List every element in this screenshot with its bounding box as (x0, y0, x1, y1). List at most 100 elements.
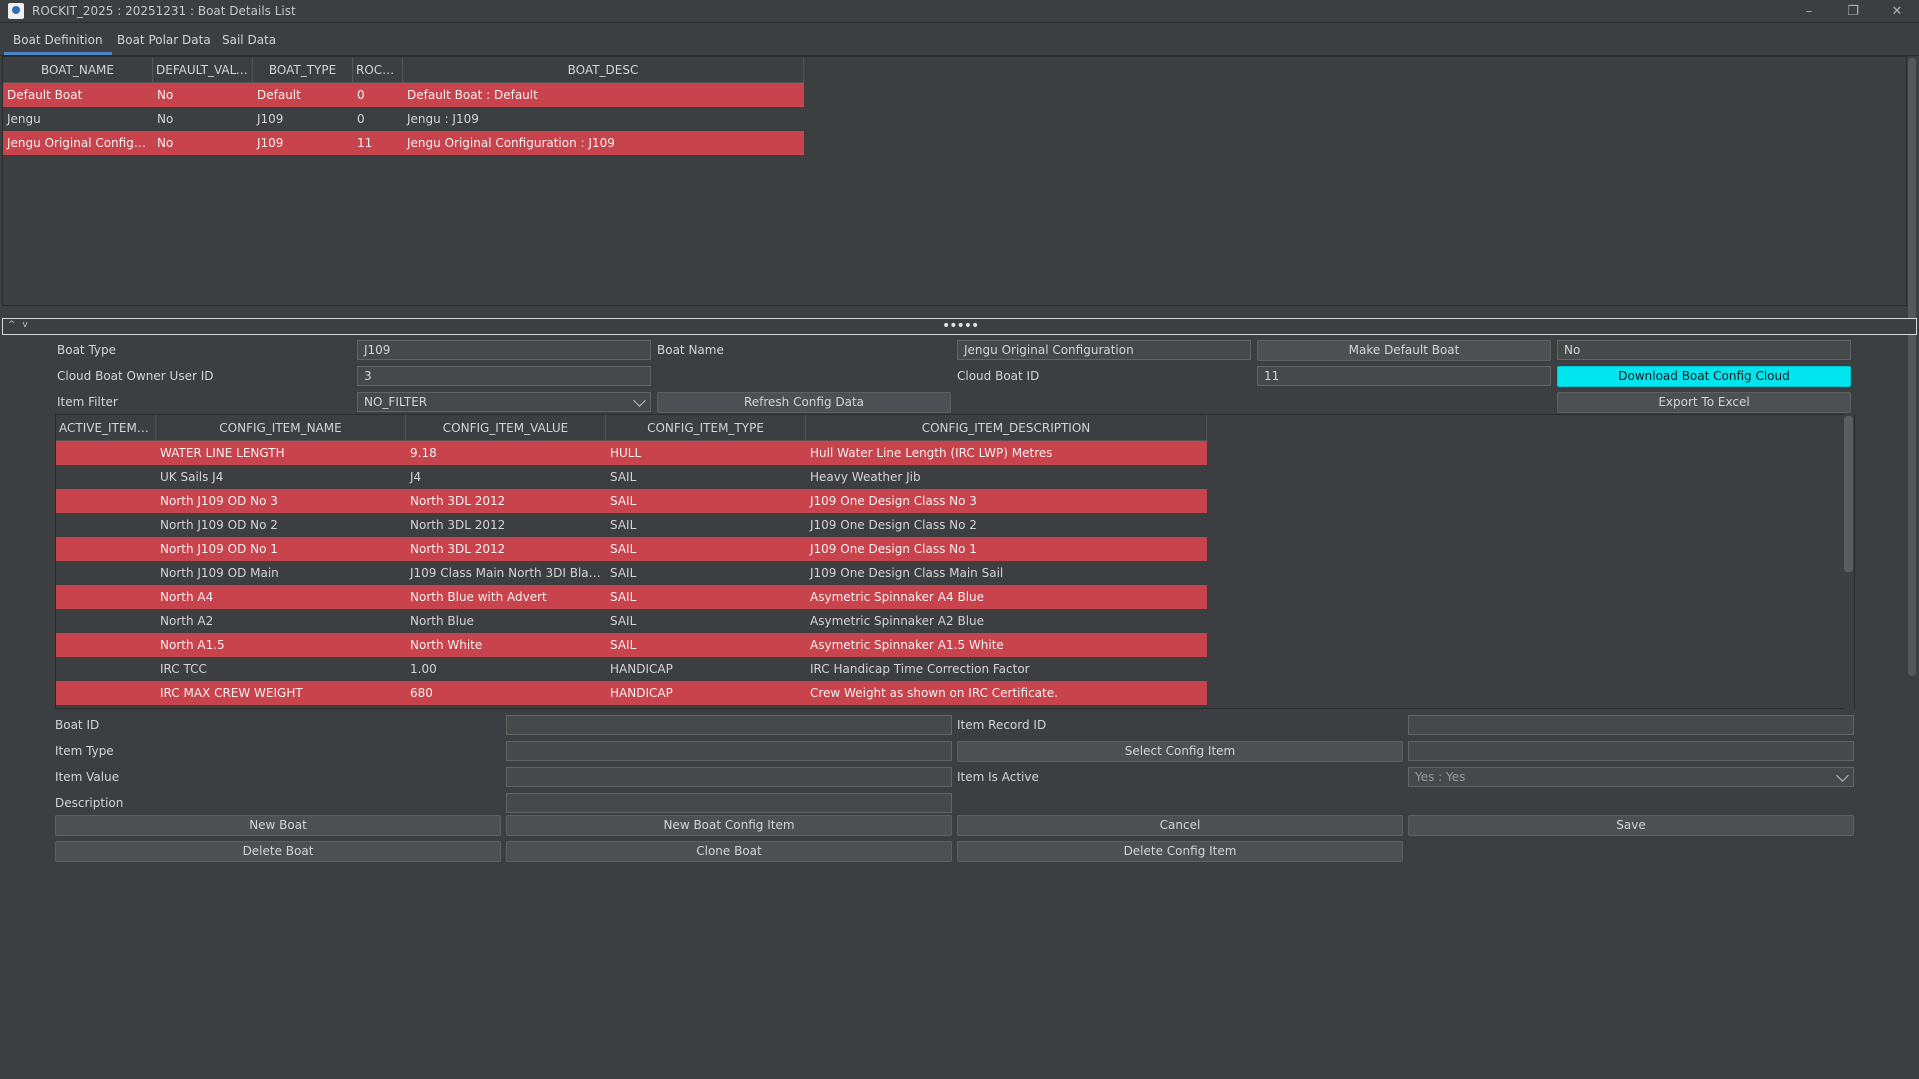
config-scrollbar-thumb[interactable] (1844, 416, 1853, 572)
item-value-field[interactable] (506, 767, 952, 787)
col-default-value[interactable]: DEFAULT_VALU... (153, 57, 253, 83)
export-excel-button[interactable]: Export To Excel (1557, 392, 1851, 413)
table-cell: Default Boat : Default (407, 88, 538, 102)
config-row[interactable]: North A2 North Blue SAIL Asymetric Spinnake… (56, 609, 1207, 633)
description-field[interactable] (506, 793, 952, 813)
table-cell: J109 One Design Class Main Sail (810, 566, 1004, 580)
boat-type-field[interactable]: J109 (357, 340, 651, 360)
col-config-item-description[interactable]: CONFIG_ITEM_DESCRIPTION (806, 415, 1207, 441)
config-row[interactable]: North A4 North Blue with Advert SAIL Asymet… (56, 585, 1207, 609)
config-table: ACTIVE_ITEM_F... CONFIG_ITEM_NAME CONFIG… (55, 414, 1855, 709)
item-type-label: Item Type (55, 744, 114, 758)
tab-bar (0, 23, 1919, 56)
config-row[interactable]: North J109 OD No 1 North 3DL 2012 SAIL J109… (56, 537, 1207, 561)
table-cell: North J109 OD No 2 (160, 518, 278, 532)
boat-row[interactable]: Jengu Original Configura... No J109 11 Jengu… (3, 131, 804, 155)
table-cell (56, 441, 156, 465)
delete-config-item-button[interactable]: Delete Config Item (957, 841, 1403, 862)
table-cell: SAIL (610, 614, 637, 628)
refresh-config-button[interactable]: Refresh Config Data (657, 392, 951, 413)
chevron-down-icon[interactable] (1836, 769, 1849, 782)
minimize-icon[interactable]: – (1805, 4, 1813, 19)
tab-boat-definition[interactable]: Boat Definition (4, 29, 112, 55)
table-cell: J109 One Design Class No 1 (810, 542, 977, 556)
col-boat-type[interactable]: BOAT_TYPE (253, 57, 353, 83)
table-cell: 11 (357, 136, 373, 150)
cloud-boat-id-field[interactable]: 11 (1257, 366, 1551, 386)
config-row[interactable]: North J109 OD No 3 North 3DL 2012 SAIL J109… (56, 489, 1207, 513)
new-boat-button[interactable]: New Boat (55, 815, 501, 836)
table-cell: HULL (610, 446, 642, 460)
table-cell: WATER LINE LENGTH (160, 446, 285, 460)
table-cell: HANDICAP (610, 686, 673, 700)
table-cell: 680 (410, 686, 433, 700)
tab-boat-polar-data[interactable]: Boat Polar Data (117, 33, 211, 47)
config-row[interactable]: North A1.5 North White SAIL Asymetric Spinn… (56, 633, 1207, 657)
col-boat-desc[interactable]: BOAT_DESC (403, 57, 804, 83)
make-default-boat-button[interactable]: Make Default Boat (1257, 340, 1551, 361)
splitter-grip-icon[interactable]: ••••• (942, 318, 979, 334)
config-row[interactable]: IRC TCC 1.00 HANDICAP IRC Handicap Time Cor… (56, 657, 1207, 681)
table-cell (56, 465, 156, 489)
splitter[interactable] (2, 318, 1917, 335)
config-row[interactable]: North J109 OD Main J109 Class Main North … (56, 561, 1207, 585)
new-boat-config-item-button[interactable]: New Boat Config Item (506, 815, 952, 836)
table-cell: Jengu (7, 112, 41, 126)
tab-sail-data[interactable]: Sail Data (222, 33, 277, 47)
boat-row[interactable]: Jengu No J109 0 Jengu : J109 (3, 107, 804, 131)
table-cell (56, 489, 156, 513)
boats-table: BOAT_NAME DEFAULT_VALU... BOAT_TYPE ROCK… (2, 56, 1907, 306)
config-table-body: WATER LINE LENGTH 9.18 HULL Hull Water Line… (56, 441, 1854, 705)
table-cell: Default Boat (7, 88, 83, 102)
item-filter-label: Item Filter (57, 395, 118, 409)
save-button[interactable]: Save (1408, 815, 1854, 836)
select-config-item-button[interactable]: Select Config Item (957, 741, 1403, 762)
table-cell: J109 One Design Class No 3 (810, 494, 977, 508)
top-scrollbar-thumb[interactable] (1908, 58, 1916, 676)
config-row[interactable]: UK Sails J4 J4 SAIL Heavy Weather Jib (56, 465, 1207, 489)
chevron-down-icon[interactable] (633, 394, 646, 407)
item-record-id-field[interactable] (1408, 715, 1854, 735)
table-cell: North A1.5 (160, 638, 225, 652)
description-label: Description (55, 796, 124, 810)
item-type-field[interactable] (506, 741, 952, 761)
table-cell: J109 Class Main North 3DI Black 2015 (410, 566, 606, 580)
table-cell: North 3DL 2012 (410, 542, 506, 556)
selected-config-item-field[interactable] (1408, 741, 1854, 761)
restore-icon[interactable]: ❐ (1847, 4, 1859, 19)
boat-row[interactable]: Default Boat No Default 0 Default Boat : Def… (3, 83, 804, 107)
col-boat-name[interactable]: BOAT_NAME (3, 57, 153, 83)
owner-id-field[interactable]: 3 (357, 366, 651, 386)
close-icon[interactable]: ✕ (1891, 4, 1903, 19)
owner-id-label: Cloud Boat Owner User ID (57, 369, 214, 383)
table-cell (56, 657, 156, 681)
config-row[interactable]: WATER LINE LENGTH 9.18 HULL Hull Water Line… (56, 441, 1207, 465)
config-row[interactable]: IRC MAX CREW WEIGHT 680 HANDICAP Crew Weigh… (56, 681, 1207, 705)
clone-boat-button[interactable]: Clone Boat (506, 841, 952, 862)
delete-boat-button[interactable]: Delete Boat (55, 841, 501, 862)
table-cell: SAIL (610, 542, 637, 556)
col-rockit[interactable]: ROCKI... (353, 57, 403, 83)
table-cell: HANDICAP (610, 662, 673, 676)
table-cell: Asymetric Spinnaker A2 Blue (810, 614, 985, 628)
col-config-item-type[interactable]: CONFIG_ITEM_TYPE (606, 415, 806, 441)
config-row[interactable]: North J109 OD No 2 North 3DL 2012 SAIL J109… (56, 513, 1207, 537)
table-cell: North 3DL 2012 (410, 494, 506, 508)
table-cell: Asymetric Spinnaker A1.5 White (810, 638, 1004, 652)
boat-name-field[interactable]: Jengu Original Configuration (957, 340, 1251, 360)
item-active-value: Yes : Yes (1415, 770, 1466, 784)
table-cell: North J109 OD No 1 (160, 542, 278, 556)
col-config-item-value[interactable]: CONFIG_ITEM_VALUE (406, 415, 606, 441)
col-config-item-name[interactable]: CONFIG_ITEM_NAME (156, 415, 406, 441)
splitter-arrows-icon[interactable]: ^ v (8, 320, 30, 330)
default-value-field[interactable]: No (1557, 340, 1851, 360)
item-record-id-label: Item Record ID (957, 718, 1047, 732)
table-cell: 0 (357, 112, 365, 126)
col-active-item[interactable]: ACTIVE_ITEM_F... (56, 415, 156, 441)
boat-id-field[interactable] (506, 715, 952, 735)
cancel-button[interactable]: Cancel (957, 815, 1403, 836)
download-boat-config-button[interactable]: Download Boat Config Cloud (1557, 366, 1851, 387)
boat-id-label: Boat ID (55, 718, 100, 732)
item-active-select[interactable]: Yes : Yes (1408, 767, 1854, 787)
item-filter-select[interactable]: NO_FILTER (357, 392, 651, 412)
